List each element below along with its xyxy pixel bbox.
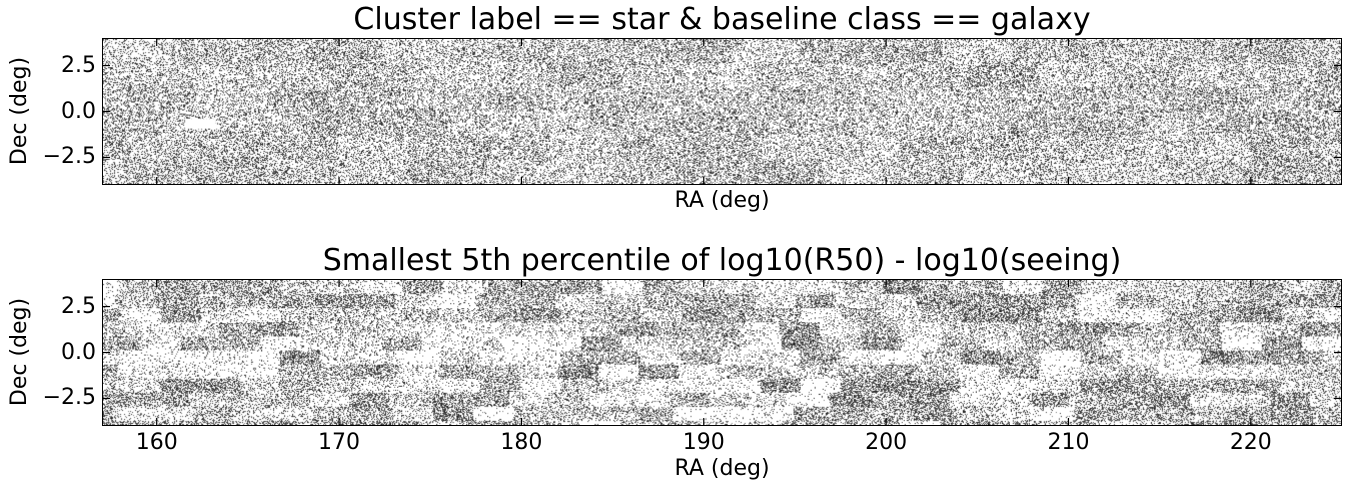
y-axis-label: Dec (deg) bbox=[7, 56, 32, 166]
y-tick-label: 0.0 bbox=[61, 339, 96, 365]
x-tick-label: 190 bbox=[682, 430, 725, 455]
y-tick-label: 0.0 bbox=[61, 98, 96, 124]
x-tick-label: 160 bbox=[135, 430, 178, 455]
y-tick-label: 2.5 bbox=[61, 293, 96, 319]
heatmap-plot-area bbox=[102, 279, 1342, 426]
y-tick-label: −2.5 bbox=[42, 144, 96, 170]
x-axis-label: RA (deg) bbox=[674, 188, 770, 213]
x-tick-label: 170 bbox=[318, 430, 361, 455]
chart-title: Smallest 5th percentile of log10(R50) - … bbox=[322, 243, 1122, 278]
x-tick-label: 210 bbox=[1047, 430, 1090, 455]
x-axis-label: RA (deg) bbox=[674, 456, 770, 481]
heatmap-image bbox=[103, 39, 1341, 184]
x-tick-label: 180 bbox=[500, 430, 543, 455]
y-tick-label: −2.5 bbox=[42, 385, 96, 411]
y-axis-label: Dec (deg) bbox=[7, 297, 32, 407]
chart-title: Cluster label == star & baseline class =… bbox=[353, 2, 1091, 37]
x-tick-label: 220 bbox=[1229, 430, 1272, 455]
x-tick-label: 200 bbox=[865, 430, 908, 455]
y-tick-label: 2.5 bbox=[61, 52, 96, 78]
heatmap-plot-area bbox=[102, 38, 1342, 185]
heatmap-image bbox=[103, 280, 1341, 425]
